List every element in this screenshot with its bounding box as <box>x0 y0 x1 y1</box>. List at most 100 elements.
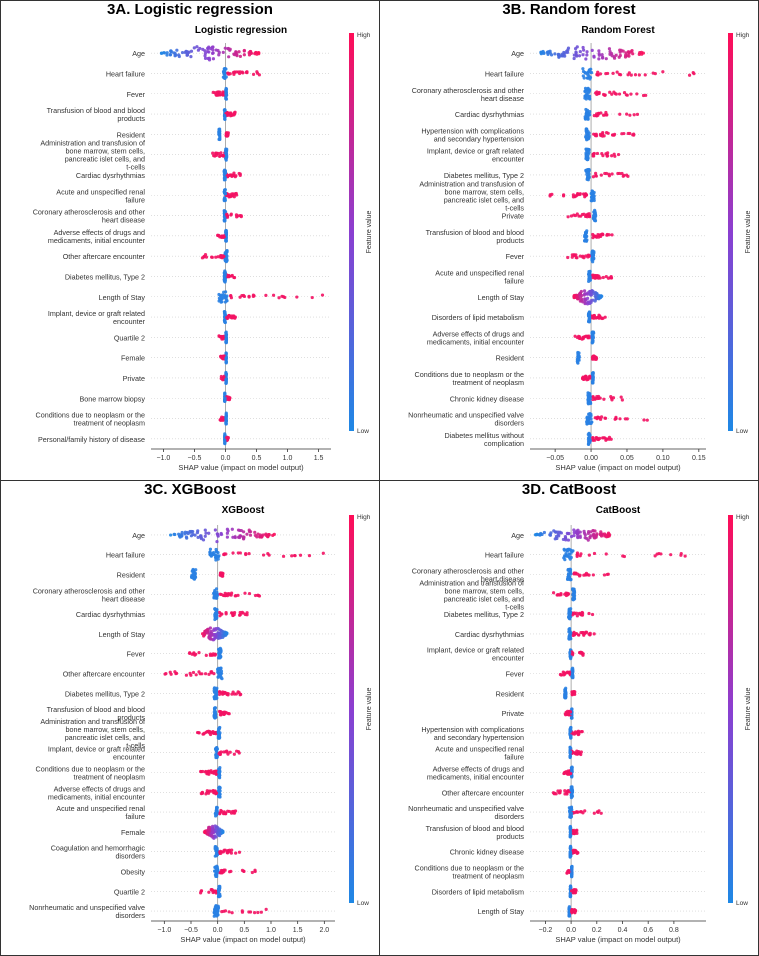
colorbar-low-label: Low <box>357 900 369 907</box>
feature-swarm <box>566 249 596 264</box>
feature-swarm <box>213 864 257 879</box>
feature-label: Diabetes mellitus without complication <box>445 431 525 448</box>
feature-swarm <box>212 904 268 918</box>
feature-swarm <box>213 746 241 760</box>
feature-label: Administration and transfusion of bone ma… <box>40 717 145 750</box>
feature-swarm <box>585 412 649 426</box>
colorbar <box>728 33 733 431</box>
feature-label: Length of Stay <box>478 907 525 916</box>
feature-label: Transfusion of blood and blood products <box>47 106 146 123</box>
x-tick-label: −0.5 <box>184 927 198 934</box>
feature-label: Cardiac dysrhythmias <box>455 110 525 119</box>
feature-swarm <box>189 567 225 581</box>
feature-swarm <box>219 351 228 365</box>
colorbar-low-label: Low <box>357 428 369 435</box>
x-tick-label: 0.15 <box>692 455 706 462</box>
colorbar-high-label: High <box>736 32 750 39</box>
panel-logistic-regression: 3A. Logistic regression Logistic regress… <box>0 0 380 481</box>
x-tick-label: 0.6 <box>643 927 653 934</box>
feature-label: Resident <box>496 354 524 363</box>
feature-swarm <box>163 666 224 681</box>
panel-xgboost: 3C. XGBoost XGBoost Age Heart failure Resid… <box>0 480 380 956</box>
feature-swarm <box>208 547 325 562</box>
feature-label: Coronary atherosclerosis and other heart … <box>33 586 146 603</box>
feature-swarm <box>567 905 578 918</box>
feature-swarm <box>551 785 575 800</box>
feature-label: Coronary atherosclerosis and other heart … <box>33 208 146 225</box>
feature-label: Diabetes mellitus, Type 2 <box>65 689 145 698</box>
feature-label: Private <box>502 212 524 221</box>
feature-swarm <box>572 288 604 306</box>
panel-label: 3B. Random forest <box>502 1 636 18</box>
feature-swarm <box>567 805 603 819</box>
panel-catboost: 3D. CatBoost CatBoost Age Heart failure Cor… <box>379 480 759 956</box>
feature-label: Hypertension with complications and secon… <box>421 126 524 143</box>
feature-label: Implant, device or graft related encounte… <box>48 309 146 326</box>
feature-label: Quartile 2 <box>114 333 145 342</box>
feature-swarm <box>223 391 232 404</box>
feature-swarm <box>586 310 607 324</box>
feature-label: Personal/family history of disease <box>38 435 145 444</box>
feature-swarm <box>551 587 577 602</box>
feature-label: Nonrheumatic and unspecified valve disord… <box>408 411 524 428</box>
feature-swarm <box>222 188 239 203</box>
feature-label: Conditions due to neoplasm or the treatme… <box>36 411 145 428</box>
feature-label: Resident <box>496 689 524 698</box>
colorbar-low-label: Low <box>736 428 748 435</box>
feature-label: Administration and transfusion of bone ma… <box>419 578 524 611</box>
feature-swarm <box>216 228 228 243</box>
feature-swarm <box>223 432 230 446</box>
feature-label: Quartile 2 <box>114 887 145 896</box>
x-axis-label: SHAP value (impact on model output) <box>178 463 304 472</box>
colorbar-high-label: High <box>736 514 750 521</box>
feature-swarm <box>211 86 229 101</box>
feature-swarm <box>222 209 243 223</box>
feature-swarm <box>199 785 222 799</box>
feature-label: Female <box>121 354 145 363</box>
feature-swarm <box>219 370 228 386</box>
feature-swarm <box>213 607 249 622</box>
feature-swarm <box>586 431 613 446</box>
feature-label: Other aftercare encounter <box>63 670 146 679</box>
feature-label: Cardiac dysrhythmias <box>76 171 146 180</box>
feature-label: Adverse effects of drugs and medicaments,… <box>48 228 146 245</box>
feature-label: Coronary atherosclerosis and other heart … <box>412 86 525 103</box>
feature-label: Transfusion of blood and blood products <box>47 705 146 722</box>
x-tick-label: 0.8 <box>669 927 679 934</box>
x-axis-label: SHAP value (impact on model output) <box>180 935 306 944</box>
feature-label: Heart failure <box>106 551 145 560</box>
x-tick-label: 1.0 <box>266 927 276 934</box>
feature-label: Length of Stay <box>99 630 146 639</box>
x-tick-label: −0.5 <box>188 455 202 462</box>
x-axis-label: SHAP value (impact on model output) <box>555 463 681 472</box>
feature-swarm <box>195 725 222 740</box>
x-tick-label: 0.4 <box>618 927 628 934</box>
colorbar-high-label: High <box>357 32 371 39</box>
feature-label: Chronic kidney disease <box>450 394 524 403</box>
x-tick-label: 0.0 <box>213 927 223 934</box>
feature-swarm <box>581 67 696 81</box>
feature-swarm <box>567 627 596 641</box>
feature-swarm <box>568 648 585 661</box>
colorbar <box>728 515 733 903</box>
feature-label: Coagulation and hemorrhagic disorders <box>51 844 146 861</box>
feature-label: Bone marrow biopsy <box>79 394 145 403</box>
feature-label: Transfusion of blood and blood products <box>426 228 525 245</box>
chart-title: CatBoost <box>596 505 641 516</box>
feature-label: Other aftercare encounter <box>63 252 146 261</box>
feature-swarm <box>562 547 687 562</box>
feature-label: Acute and unspecified renal failure <box>435 745 524 762</box>
feature-label: Adverse effects of drugs and medicaments,… <box>427 329 525 346</box>
feature-label: Acute and unspecified renal failure <box>435 268 524 285</box>
chart-title: Logistic regression <box>195 25 287 36</box>
feature-swarm <box>217 127 230 142</box>
feature-swarm <box>565 864 574 879</box>
feature-swarm <box>563 707 574 720</box>
feature-label: Resident <box>117 130 145 139</box>
feature-swarm <box>199 766 222 780</box>
feature-swarm <box>212 706 231 720</box>
feature-swarm <box>568 844 580 859</box>
feature-swarm <box>211 147 229 162</box>
feature-label: Fever <box>127 650 146 659</box>
feature-label: Conditions due to neoplasm or the treatme… <box>415 370 524 387</box>
